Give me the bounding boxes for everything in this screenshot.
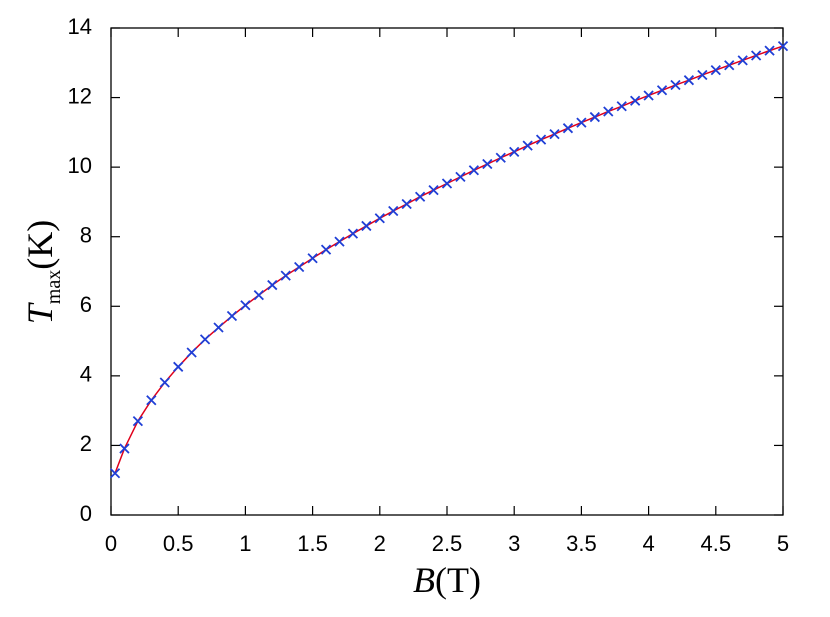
marker bbox=[616, 101, 627, 112]
y-subscript: max bbox=[43, 270, 65, 304]
marker bbox=[724, 60, 735, 71]
y-tick-label: 14 bbox=[68, 14, 92, 39]
x-tick-label: 0.5 bbox=[163, 531, 194, 556]
marker bbox=[656, 85, 668, 96]
marker bbox=[132, 415, 144, 427]
paren: ( bbox=[20, 258, 60, 270]
y-tick-label: 2 bbox=[80, 431, 92, 456]
marker bbox=[347, 228, 359, 239]
marker bbox=[240, 300, 251, 311]
marker bbox=[683, 75, 695, 86]
marker bbox=[213, 322, 224, 333]
line bbox=[114, 45, 784, 474]
paren: ( bbox=[435, 560, 447, 600]
paren: ) bbox=[469, 560, 481, 600]
marker bbox=[119, 443, 130, 454]
marker bbox=[710, 64, 721, 76]
marker bbox=[737, 55, 748, 66]
marker bbox=[374, 213, 385, 224]
y-tick-label: 10 bbox=[68, 153, 92, 178]
marker bbox=[253, 290, 264, 301]
marker bbox=[226, 310, 238, 322]
marker bbox=[468, 165, 480, 176]
marker bbox=[146, 395, 157, 406]
marker bbox=[388, 205, 399, 217]
marker bbox=[294, 261, 305, 273]
marker bbox=[334, 236, 345, 247]
marker bbox=[562, 123, 574, 134]
marker bbox=[589, 111, 600, 123]
y-unit: K bbox=[20, 232, 60, 258]
marker bbox=[670, 79, 681, 91]
x-tick-label: 2.5 bbox=[432, 531, 463, 556]
marker bbox=[401, 198, 412, 210]
marker bbox=[186, 347, 197, 358]
marker bbox=[280, 270, 291, 281]
marker bbox=[414, 191, 426, 202]
marker bbox=[267, 279, 278, 291]
marker bbox=[764, 45, 775, 56]
x-tick-label: 1 bbox=[239, 531, 251, 556]
marker bbox=[576, 117, 587, 128]
marker bbox=[361, 220, 372, 232]
y-tick-label: 0 bbox=[80, 501, 92, 526]
marker bbox=[603, 106, 614, 117]
marker bbox=[307, 253, 318, 264]
marker bbox=[320, 244, 332, 255]
plot-frame bbox=[110, 27, 784, 516]
x-tick-label: 3 bbox=[508, 531, 520, 556]
marker bbox=[199, 334, 211, 345]
x-tick-label: 4 bbox=[642, 531, 654, 556]
x-unit: T bbox=[447, 560, 469, 600]
marker bbox=[441, 178, 453, 189]
x-tick-label: 1.5 bbox=[297, 531, 328, 556]
x-axis-label: B(T) bbox=[413, 560, 481, 600]
marker bbox=[643, 90, 654, 101]
x-tick-label: 0 bbox=[105, 531, 117, 556]
marker bbox=[777, 40, 789, 52]
x-symbol: B bbox=[413, 560, 435, 600]
x-tick-label: 5 bbox=[777, 531, 789, 556]
marker bbox=[549, 128, 560, 140]
y-tick-label: 12 bbox=[68, 83, 92, 108]
x-tick-label: 2 bbox=[374, 531, 386, 556]
marker bbox=[455, 171, 466, 183]
x-tick-label: 3.5 bbox=[566, 531, 597, 556]
y-symbol: T bbox=[20, 301, 60, 324]
y-axis-label: Tmax(K) bbox=[20, 220, 65, 324]
y-tick-label: 6 bbox=[80, 292, 92, 317]
marker bbox=[630, 95, 641, 106]
y-tick-label: 8 bbox=[80, 223, 92, 248]
marker bbox=[522, 140, 533, 151]
marker bbox=[159, 377, 170, 388]
marker bbox=[509, 146, 520, 157]
marker bbox=[482, 158, 493, 170]
x-tick-label: 4.5 bbox=[701, 531, 732, 556]
marker bbox=[109, 468, 121, 479]
marker bbox=[750, 50, 762, 61]
marker bbox=[173, 361, 184, 372]
marker bbox=[428, 184, 439, 196]
y-tick-label: 4 bbox=[80, 362, 92, 387]
marker bbox=[697, 69, 708, 81]
marker bbox=[535, 134, 547, 145]
paren: ) bbox=[20, 220, 60, 232]
marker bbox=[495, 152, 506, 163]
